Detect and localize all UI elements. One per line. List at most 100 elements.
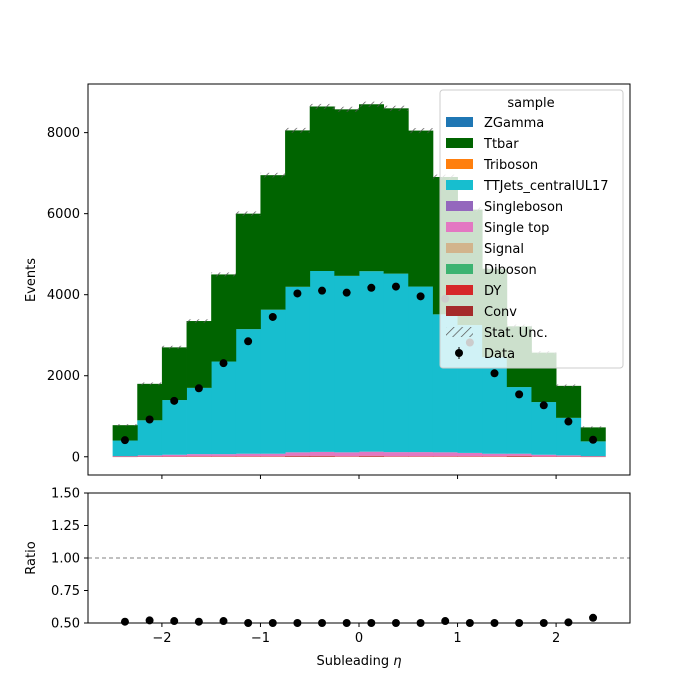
legend-swatch bbox=[446, 222, 473, 232]
legend-entry: DY bbox=[446, 284, 501, 299]
bar bbox=[260, 175, 286, 310]
bar bbox=[383, 108, 409, 274]
stat-unc-band bbox=[285, 127, 310, 133]
data-point bbox=[342, 288, 351, 297]
bar bbox=[260, 453, 286, 457]
stat-unc-band bbox=[260, 172, 286, 178]
bar bbox=[556, 455, 582, 457]
ratio-point bbox=[564, 618, 573, 627]
data-point bbox=[564, 417, 573, 426]
legend-label: Single top bbox=[484, 221, 549, 236]
legend-entry: Single top bbox=[446, 221, 549, 236]
legend-swatch-hatch bbox=[446, 327, 473, 337]
legend-swatch bbox=[446, 138, 473, 148]
ratio-point bbox=[120, 617, 129, 626]
data-point bbox=[120, 436, 129, 445]
data-point bbox=[589, 435, 598, 444]
legend-entry: TTJets_centralUL17 bbox=[446, 179, 609, 194]
bar bbox=[383, 452, 409, 457]
bar bbox=[285, 130, 311, 287]
bar bbox=[531, 402, 557, 455]
legend-label: Data bbox=[484, 347, 515, 362]
x-tick-label: −2 bbox=[152, 631, 171, 646]
bar bbox=[457, 452, 483, 457]
bar bbox=[556, 456, 582, 457]
ratio-y-tick-label: 0.75 bbox=[51, 584, 80, 599]
data-point bbox=[145, 415, 154, 424]
legend-swatch bbox=[446, 117, 473, 127]
bar bbox=[482, 456, 508, 457]
ratio-point bbox=[589, 613, 598, 622]
legend-swatch bbox=[446, 306, 473, 316]
stat-unc-band bbox=[112, 424, 138, 427]
bar bbox=[235, 329, 261, 454]
ratio-point bbox=[441, 617, 450, 626]
stat-unc-band bbox=[334, 106, 359, 112]
series-conv bbox=[285, 456, 532, 457]
stat-unc-band bbox=[161, 345, 187, 349]
legend-entry: Ttbar bbox=[446, 137, 519, 152]
stat-unc-band bbox=[556, 384, 581, 388]
bar bbox=[260, 309, 286, 454]
legend-label: Signal bbox=[484, 242, 524, 257]
bar bbox=[211, 454, 237, 457]
data-point bbox=[515, 390, 524, 399]
bar bbox=[309, 270, 335, 452]
bar bbox=[309, 451, 335, 456]
y-tick-label: 8000 bbox=[47, 126, 80, 141]
legend-label: DY bbox=[484, 284, 501, 299]
bar bbox=[580, 456, 606, 458]
legend-swatch bbox=[446, 243, 473, 253]
legend-entry: Triboson bbox=[446, 158, 538, 173]
bar bbox=[580, 427, 606, 442]
bar bbox=[112, 425, 138, 441]
legend-label: Triboson bbox=[483, 158, 538, 173]
ratio-x-axis-ticks: −2 −1 0 1 2 bbox=[152, 623, 560, 646]
legend-label: Ttbar bbox=[483, 137, 519, 152]
data-point bbox=[170, 396, 179, 405]
ratio-point bbox=[145, 616, 154, 625]
x-tick-label: 2 bbox=[552, 631, 560, 646]
data-point bbox=[490, 369, 499, 378]
ratio-point bbox=[219, 617, 228, 626]
x-axis-label: Subleading η bbox=[316, 654, 401, 669]
legend-swatch bbox=[446, 264, 473, 274]
y-axis-label-ratio: Ratio bbox=[24, 541, 39, 574]
bar bbox=[309, 456, 335, 457]
y-tick-label: 6000 bbox=[47, 207, 80, 222]
bar bbox=[211, 361, 237, 455]
bar bbox=[309, 455, 335, 457]
bar bbox=[580, 456, 606, 457]
bar bbox=[432, 452, 458, 457]
data-point bbox=[268, 312, 277, 321]
data-point bbox=[318, 286, 327, 295]
ratio-y-tick-label: 1.50 bbox=[51, 487, 80, 502]
stat-unc-band bbox=[309, 103, 335, 110]
legend-entry: Conv bbox=[446, 305, 517, 320]
ratio-y-tick-label: 1.25 bbox=[51, 519, 80, 534]
y-tick-label: 4000 bbox=[47, 288, 80, 303]
data-point bbox=[539, 401, 548, 410]
legend-swatch bbox=[446, 201, 473, 211]
legend-entry: Diboson bbox=[446, 263, 537, 278]
bar bbox=[309, 106, 335, 271]
data-point bbox=[219, 359, 228, 368]
ratio-y-tick-label: 1.00 bbox=[51, 552, 80, 567]
series-ttjets-centralul17 bbox=[112, 270, 606, 457]
ratio-point bbox=[194, 617, 203, 626]
stat-unc-band bbox=[359, 101, 384, 107]
x-axis-ticks bbox=[161, 475, 557, 479]
bar bbox=[235, 456, 261, 457]
bar bbox=[383, 456, 409, 457]
bar bbox=[334, 452, 360, 457]
legend-label: Diboson bbox=[484, 263, 537, 278]
bar bbox=[211, 274, 237, 362]
x-axis-label-text: Subleading bbox=[316, 654, 393, 669]
bar bbox=[137, 420, 163, 456]
y-axis-ticks: 0 2000 4000 6000 8000 bbox=[47, 126, 88, 465]
bar bbox=[161, 454, 187, 457]
legend-entry: Singleboson bbox=[446, 200, 563, 215]
y-tick-label: 0 bbox=[72, 450, 80, 465]
bar bbox=[137, 456, 163, 457]
